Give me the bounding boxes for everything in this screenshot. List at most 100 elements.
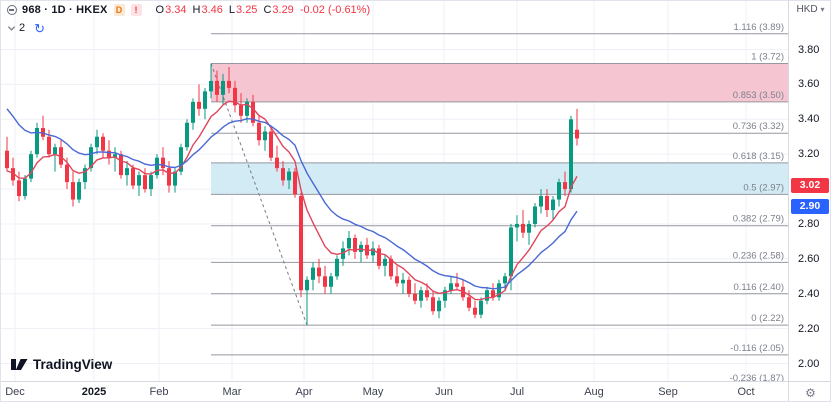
candle-body xyxy=(167,168,171,186)
price-tick: 3.20 xyxy=(798,148,820,161)
gear-icon[interactable]: ⚙ xyxy=(805,386,816,400)
candle-body xyxy=(509,227,513,277)
candle-body xyxy=(53,147,57,155)
time-tick: Sep xyxy=(658,386,678,398)
candle-body xyxy=(443,290,447,301)
fib-level-label: -0.236 (1.87) xyxy=(730,373,784,381)
delayed-data-badge[interactable]: D xyxy=(113,4,125,16)
candle-body xyxy=(173,171,177,186)
time-tick: Feb xyxy=(149,386,169,398)
change-value: -0.02 (-0.61%) xyxy=(299,4,371,16)
price-axis[interactable]: HKD ▾ 3.80 3.60 3.40 3.20 2.80 2.60 2.40 2.20 2.… xyxy=(788,1,830,381)
low-value: 3.25 xyxy=(236,4,258,16)
fib-level-label: -0.116 (2.05) xyxy=(730,343,784,354)
currency-selector[interactable]: HKD ▾ xyxy=(789,4,830,15)
candle-body xyxy=(23,178,27,197)
alert-badge[interactable]: ! xyxy=(130,4,142,16)
chart-pane[interactable]: 1.116 (3.89) 1 (3.72) 0.853 (3.50) 0.736 (3… xyxy=(1,1,788,381)
candle-body xyxy=(35,128,39,155)
axis-settings-corner[interactable]: ⚙ xyxy=(788,381,830,401)
candle-body xyxy=(287,171,291,181)
candle-body xyxy=(527,223,531,233)
candle-body xyxy=(557,182,561,200)
candle-body xyxy=(83,168,87,183)
candle-body xyxy=(545,196,549,211)
candle-body xyxy=(551,199,555,211)
candle-body xyxy=(569,119,573,190)
candle-body xyxy=(239,105,243,116)
candle-body xyxy=(47,136,51,155)
price-tick: 3.80 xyxy=(798,43,820,56)
candle-body xyxy=(179,147,183,172)
candle-body xyxy=(59,147,63,165)
time-tick: 2025 xyxy=(81,386,107,398)
close-value: 3.29 xyxy=(272,4,294,16)
price-tick: 2.20 xyxy=(798,322,820,335)
candle-body xyxy=(503,276,507,284)
time-tick: Mar xyxy=(222,386,242,398)
high-label: H xyxy=(192,4,201,16)
high-value: 3.46 xyxy=(201,4,223,16)
time-tick: Jun xyxy=(435,386,453,398)
ma-slow-line[interactable] xyxy=(6,108,578,290)
fib-level-label: 0.236 (2.58) xyxy=(733,250,784,261)
candle-body xyxy=(221,80,225,95)
candle-body xyxy=(515,223,519,228)
candle-body xyxy=(29,154,33,179)
candle-body xyxy=(299,196,303,291)
candle-body xyxy=(563,182,567,190)
candle-body xyxy=(101,136,105,151)
tradingview-logo-text: TradingView xyxy=(33,357,113,372)
time-tick: Apr xyxy=(295,386,313,398)
candle-body xyxy=(281,168,285,181)
ma-fast-price-badge: 3.02 xyxy=(791,178,829,194)
sync-icon[interactable]: ↻ xyxy=(34,20,46,36)
candle-body xyxy=(473,307,477,315)
candle-body xyxy=(371,248,375,256)
ma-slow-price-badge: 2.90 xyxy=(791,199,829,215)
fib-level-label: 0 (2.22) xyxy=(751,313,784,324)
candle-body xyxy=(413,293,417,301)
candle-body xyxy=(293,171,297,195)
symbol-title[interactable]: 968 · 1D · HKEX xyxy=(22,4,108,16)
candle-body xyxy=(467,297,471,308)
candle-body xyxy=(245,101,249,116)
fib-band-pink xyxy=(211,63,788,102)
candle-body xyxy=(425,290,429,298)
candle-body xyxy=(131,168,135,186)
time-tick: Jul xyxy=(509,386,525,398)
candle-body xyxy=(395,276,399,284)
candle-body xyxy=(353,237,357,252)
candlestick-chart[interactable]: 1.116 (3.89) 1 (3.72) 0.853 (3.50) 0.736 (3… xyxy=(1,1,788,381)
candle-body xyxy=(275,157,279,169)
candle-body xyxy=(197,101,201,109)
close-label: C xyxy=(263,4,272,16)
chevron-down-icon: ▾ xyxy=(820,5,825,14)
candle-body xyxy=(209,80,213,92)
tradingview-mark-icon xyxy=(11,359,28,370)
fib-level-label: 1 (3.72) xyxy=(751,51,784,62)
candle-body xyxy=(5,150,9,169)
fib-baseline-dashed[interactable] xyxy=(210,63,308,326)
candle-body xyxy=(17,180,21,197)
candle-body xyxy=(149,175,153,190)
fib-level-label: 0.618 (3.15) xyxy=(733,151,784,162)
candle-body xyxy=(185,122,189,148)
price-tick: 3.60 xyxy=(798,78,820,91)
legend-collapse-chevron-icon[interactable] xyxy=(7,24,16,33)
candle-body xyxy=(215,80,219,95)
time-tick: Dec xyxy=(5,386,25,398)
candle-body xyxy=(449,283,453,291)
candle-body xyxy=(191,101,195,123)
tradingview-logo[interactable]: TradingView xyxy=(11,357,112,372)
time-axis[interactable]: Dec 2025 Feb Mar Apr May Jun Jul Aug Sep Oct xyxy=(1,381,788,401)
candle-body xyxy=(125,168,129,176)
time-tick: Oct xyxy=(737,386,755,398)
candle-body xyxy=(113,154,117,158)
fib-level-label: 0.736 (3.32) xyxy=(733,121,784,132)
ma-fast-line[interactable] xyxy=(6,100,578,301)
candle-body xyxy=(161,157,165,169)
candle-body xyxy=(539,196,543,207)
indicator-count[interactable]: 2 xyxy=(19,22,26,34)
